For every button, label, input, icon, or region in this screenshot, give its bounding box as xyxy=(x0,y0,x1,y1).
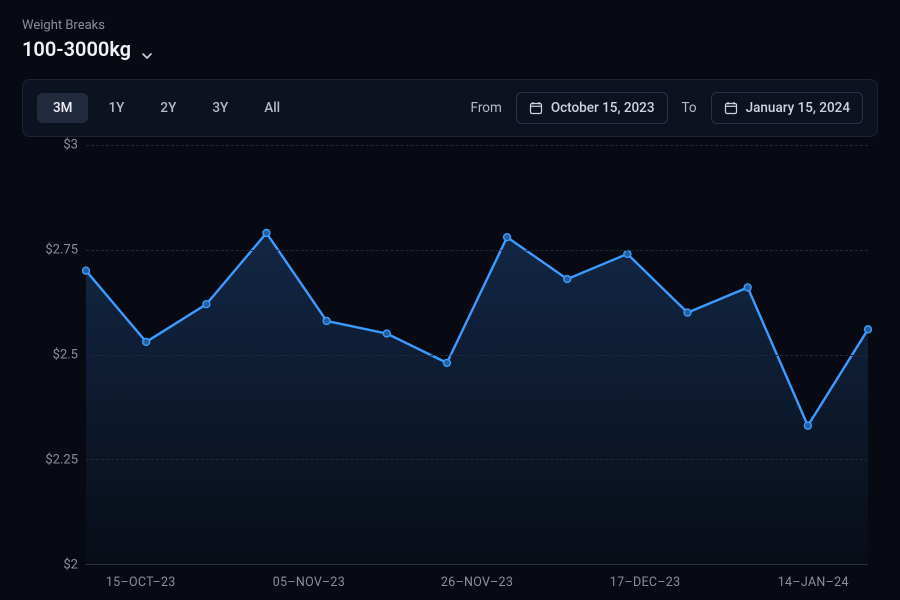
range-tab-all[interactable]: All xyxy=(248,93,296,123)
x-axis: 15–OCT–23 05–NOV–23 26–NOV–23 17–DEC–23 14–J… xyxy=(86,565,868,600)
date-to-value: January 15, 2024 xyxy=(746,100,850,116)
x-tick-label: 05–NOV–23 xyxy=(273,575,345,590)
data-point xyxy=(323,317,330,324)
range-tab-3y[interactable]: 3Y xyxy=(196,93,244,123)
plot-area xyxy=(86,145,868,565)
controls-bar: 3M1Y2Y3YAll From October 15, 2023 To Jan… xyxy=(22,79,878,137)
grid-line xyxy=(86,250,868,251)
x-tick-label: 26–NOV–23 xyxy=(441,575,513,590)
y-tick-label: $2.25 xyxy=(22,453,78,468)
data-point xyxy=(804,422,811,429)
y-axis: $3$2.75$2.5$2.25$2 xyxy=(22,145,86,565)
chevron-down-icon xyxy=(141,43,153,55)
data-point xyxy=(383,330,390,337)
data-point xyxy=(263,229,270,236)
data-point xyxy=(504,234,511,241)
y-tick-label: $2.75 xyxy=(22,243,78,258)
date-from-picker[interactable]: October 15, 2023 xyxy=(516,92,668,124)
x-tick-label: 17–DEC–23 xyxy=(610,575,681,590)
range-tab-3m[interactable]: 3M xyxy=(37,93,88,123)
range-tabs: 3M1Y2Y3YAll xyxy=(37,93,296,123)
calendar-icon xyxy=(529,101,543,115)
range-tab-1y[interactable]: 1Y xyxy=(92,93,140,123)
data-point xyxy=(865,326,872,333)
grid-line xyxy=(86,459,868,460)
price-chart: $3$2.75$2.5$2.25$2 15–OCT–2305–NOV–2326–… xyxy=(22,145,878,600)
weight-breaks-select[interactable]: 100-3000kg xyxy=(22,37,878,61)
x-tick-label: 15–OCT–23 xyxy=(106,575,176,590)
grid-line xyxy=(86,145,868,146)
data-point xyxy=(203,301,210,308)
weight-breaks-value: 100-3000kg xyxy=(22,37,131,61)
data-point xyxy=(744,284,751,291)
date-controls: From October 15, 2023 To January 15, 202… xyxy=(471,92,863,124)
date-to-picker[interactable]: January 15, 2024 xyxy=(711,92,863,124)
date-from-value: October 15, 2023 xyxy=(551,100,655,116)
y-tick-label: $2.5 xyxy=(22,348,78,363)
data-point xyxy=(443,359,450,366)
to-label: To xyxy=(682,100,697,116)
data-point xyxy=(83,267,90,274)
area-fill xyxy=(86,233,868,564)
range-tab-2y[interactable]: 2Y xyxy=(144,93,192,123)
y-tick-label: $3 xyxy=(22,138,78,153)
weight-breaks-label: Weight Breaks xyxy=(22,18,878,33)
data-point xyxy=(624,250,631,257)
grid-line xyxy=(86,355,868,356)
calendar-icon xyxy=(724,101,738,115)
data-point xyxy=(564,276,571,283)
data-point xyxy=(684,309,691,316)
y-tick-label: $2 xyxy=(22,558,78,573)
data-point xyxy=(143,338,150,345)
x-tick-label: 14–JAN–24 xyxy=(778,575,849,590)
from-label: From xyxy=(471,100,502,116)
